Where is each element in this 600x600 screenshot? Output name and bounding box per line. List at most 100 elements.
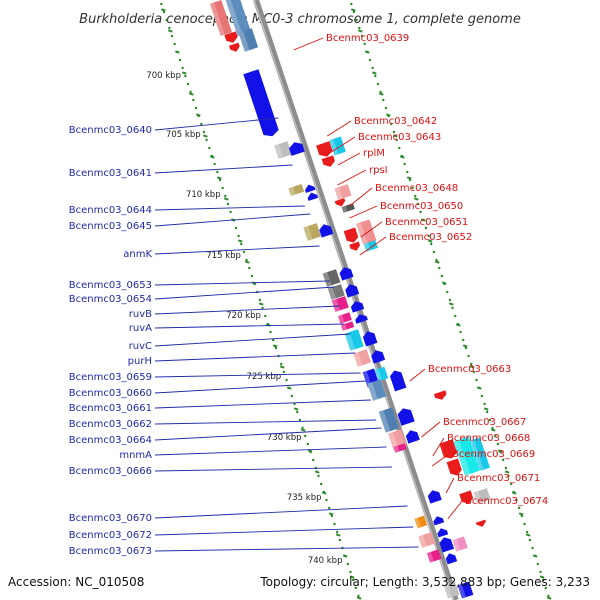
track-tick (420, 218, 426, 222)
gene-arrow (224, 31, 238, 43)
leader-line-left (154, 546, 419, 552)
track-dot (493, 434, 497, 438)
track-dot (507, 474, 510, 478)
gene-label-left: Bcenmc03_0653 (69, 280, 152, 291)
gene-feature (331, 296, 349, 312)
gene-block (414, 515, 428, 529)
leader-line-left (154, 380, 366, 394)
gene-feature (289, 142, 305, 156)
track-dot (165, 18, 168, 22)
track-dot (325, 498, 328, 502)
track-dot (360, 34, 364, 38)
track-dot (351, 578, 355, 582)
track-dot (338, 538, 342, 542)
track-dot (419, 210, 422, 214)
leader-line-right (337, 152, 361, 166)
gene-feature (303, 223, 322, 241)
gene-feature (475, 519, 486, 527)
gene-block (374, 366, 389, 382)
track-tick (209, 155, 215, 159)
gene-block (353, 349, 372, 367)
gene-label-left: purH (128, 356, 152, 367)
gene-feature (405, 430, 420, 444)
track-dot (427, 234, 430, 238)
gene-block (426, 549, 442, 563)
backbone-highlight (253, 0, 455, 600)
gene-label-left: anmK (123, 249, 152, 260)
gene-arrow (350, 301, 365, 313)
gene-block (337, 312, 352, 324)
gene-label-right: rpsI (369, 165, 388, 176)
gene-arrow (439, 439, 458, 459)
gene-arrow (439, 537, 455, 553)
gene-feature (418, 532, 436, 548)
gene-shade (443, 583, 452, 599)
gene-feature (334, 184, 352, 200)
gene-arrow (305, 184, 316, 193)
track-dot (221, 186, 224, 190)
gene-shade (331, 298, 341, 312)
track-tick (279, 365, 285, 369)
leader-line-right (337, 169, 367, 186)
leader-line-right (349, 205, 378, 219)
track-tick (392, 134, 398, 138)
gene-label-left: ruvC (129, 341, 152, 352)
leader-line-left (154, 372, 361, 378)
gene-feature (355, 314, 368, 324)
gene-shade (327, 286, 337, 300)
leader-line-right (432, 437, 445, 457)
track-dot (470, 362, 473, 366)
track-dot (517, 506, 521, 510)
gene-label-left: Bcenmc03_0673 (69, 546, 152, 557)
gene-feature (321, 155, 335, 167)
gene-feature (426, 549, 442, 563)
gene-shade (274, 144, 284, 159)
gene-block (322, 269, 341, 287)
gene-shade (470, 439, 484, 471)
track-dot (213, 162, 216, 166)
gene-arrow (397, 408, 415, 426)
track-tick (167, 29, 173, 33)
track-tick (504, 470, 510, 474)
track-dot (168, 26, 171, 30)
track-dot (208, 146, 211, 150)
track-tick (462, 344, 468, 348)
leader-line-right (445, 477, 455, 494)
gene-feature (397, 408, 415, 426)
track-dot (194, 106, 198, 110)
track-tick (216, 176, 222, 180)
track-dot (414, 194, 417, 198)
gene-feature (363, 240, 378, 252)
gene-feature (473, 488, 491, 504)
gene-shade (288, 186, 296, 197)
track-tick (244, 260, 250, 264)
gene-feature (433, 390, 447, 400)
track-tick (356, 596, 362, 600)
track-dot (258, 298, 262, 302)
track-dot (406, 170, 409, 174)
gene-label-left: Bcenmc03_0640 (69, 125, 152, 136)
gene-label-left: Bcenmc03_0670 (69, 513, 152, 524)
leader-line-left (154, 323, 345, 329)
track-tick (483, 407, 489, 411)
gene-arrow (446, 458, 462, 476)
track-tick (258, 302, 264, 306)
track-dot (242, 250, 246, 254)
track-dot (354, 586, 358, 590)
gene-feature (457, 581, 474, 599)
gene-label-left: Bcenmc03_0664 (69, 435, 152, 446)
leader-line-right (293, 37, 324, 51)
gene-feature (414, 515, 428, 529)
gene-block (288, 183, 305, 197)
track-dot (451, 306, 454, 310)
track-tick (539, 575, 545, 579)
gene-feature (393, 443, 407, 453)
gene-shade (452, 538, 461, 552)
track-tick (237, 239, 243, 243)
scale-label: 700 kbp (146, 71, 181, 81)
track-dot (480, 394, 484, 398)
gene-label-left: Bcenmc03_0662 (69, 419, 152, 430)
gene-block (443, 581, 460, 599)
gene-label-left: Bcenmc03_0641 (69, 168, 152, 179)
leader-line-left (154, 117, 279, 131)
